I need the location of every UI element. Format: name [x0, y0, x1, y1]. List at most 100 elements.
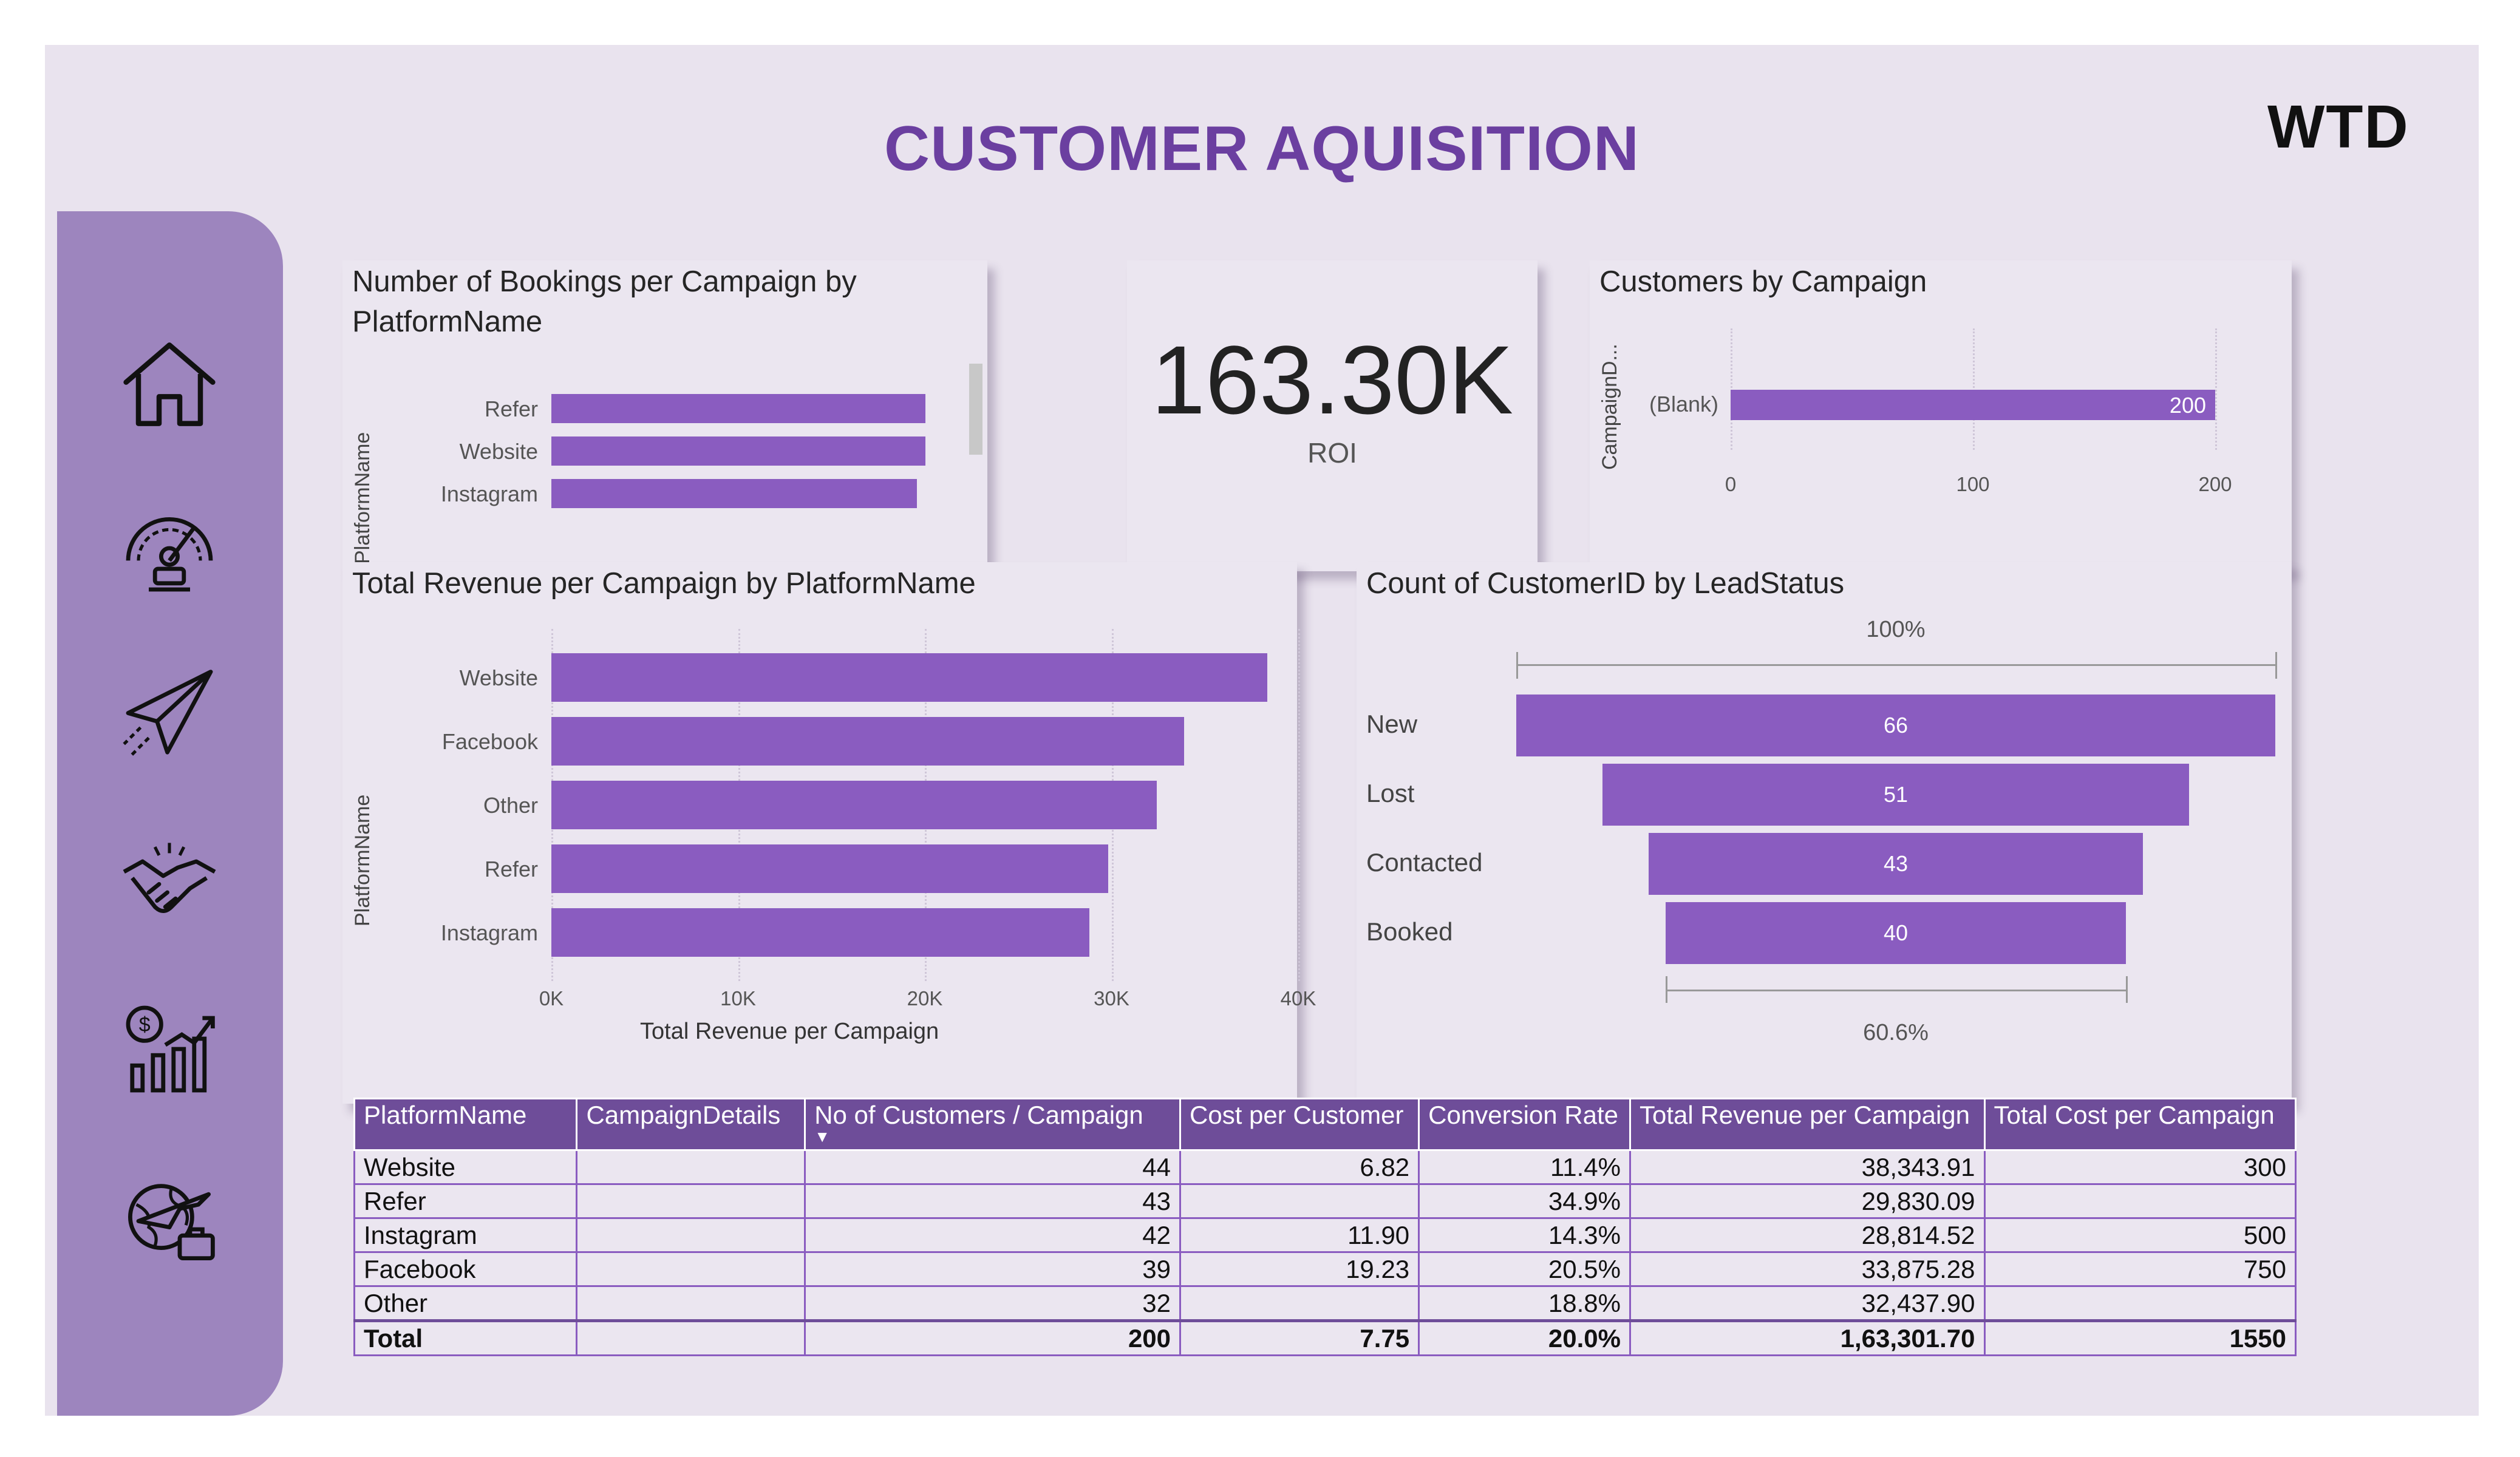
plot-area: 100% New 66 Lost 51 Contacted 43 Booked 40 60.6% — [1357, 562, 2292, 1104]
table-cell: 34.9% — [1418, 1183, 1631, 1219]
chart-title: Total Revenue per Campaign by PlatformNa… — [352, 567, 976, 600]
nav-partners-button[interactable] — [112, 824, 227, 940]
table-cell — [576, 1285, 806, 1322]
category-label: (Blank) — [1649, 392, 1718, 416]
x-tick-label: 100 — [1956, 473, 1990, 495]
nav-dashboard-button[interactable] — [112, 491, 227, 606]
table-cell: 18.8% — [1418, 1285, 1631, 1322]
bar — [551, 781, 1157, 829]
top-bracket — [1516, 664, 2275, 666]
category-label: Instagram — [440, 920, 538, 945]
report-canvas: CUSTOMER AQUISITION WTD — [45, 45, 2479, 1416]
table-cell: Website — [353, 1149, 578, 1185]
nav-finance-button[interactable]: $ — [112, 991, 227, 1107]
top-bracket-left — [1516, 652, 1518, 679]
table-cell: 300 — [1983, 1149, 2297, 1185]
data-label: 40 — [1883, 920, 1909, 945]
plot-area: 0 100 200 (Blank) 200 — [1590, 260, 2292, 571]
customers-chart-card[interactable]: Customers by Campaign CampaignD... 0 100 2… — [1590, 260, 2292, 571]
category-label: Booked — [1366, 917, 1453, 946]
category-label: Refer — [484, 857, 538, 881]
table-row[interactable]: Refer 43 34.9% 29,830.09 — [353, 1183, 2297, 1219]
page-title: CUSTOMER AQUISITION — [884, 114, 1640, 184]
table-cell: 14.3% — [1418, 1217, 1631, 1253]
table-total-row[interactable]: Total 200 7.75 20.0% 1,63,301.70 1550 — [353, 1319, 2297, 1356]
data-label: 51 — [1883, 782, 1909, 807]
table-cell: 28,814.52 — [1629, 1217, 1986, 1253]
table-cell — [576, 1251, 806, 1287]
gridline — [1298, 629, 1300, 981]
table-cell — [576, 1217, 806, 1253]
x-tick-label: 200 — [2198, 473, 2232, 495]
nav-travel-button[interactable] — [112, 1161, 227, 1277]
campaign-table: PlatformName CampaignDetails No of Custo… — [353, 1098, 2297, 1356]
table-cell: 38,343.91 — [1629, 1149, 1986, 1185]
bottom-bracket-left — [1666, 976, 1668, 1003]
table-cell: Instagram — [353, 1217, 578, 1253]
col-customers-per-campaign-label: No of Customers / Campaign — [814, 1101, 1143, 1129]
table-row[interactable]: Instagram 42 11.90 14.3% 28,814.52 500 — [353, 1217, 2297, 1253]
table-row[interactable]: Other 32 18.8% 32,437.90 — [353, 1285, 2297, 1322]
chart-title: Customers by Campaign — [1599, 265, 1927, 298]
chart-title: Count of CustomerID by LeadStatus — [1366, 567, 1845, 600]
chart-scrollbar[interactable] — [969, 364, 982, 455]
table-cell — [1179, 1285, 1420, 1322]
category-label: Instagram — [440, 481, 538, 506]
table-cell: Other — [353, 1285, 578, 1322]
category-label: Facebook — [441, 729, 538, 754]
table-cell — [1983, 1285, 2297, 1322]
col-total-cost[interactable]: Total Cost per Campaign — [1983, 1098, 2297, 1151]
x-tick-label: 0K — [539, 987, 564, 1010]
table-cell: 11.90 — [1179, 1217, 1420, 1253]
plot-area: Refer Website Instagram — [342, 260, 987, 571]
table-row[interactable]: Facebook 39 19.23 20.5% 33,875.28 750 — [353, 1251, 2297, 1287]
col-campaigndetails[interactable]: CampaignDetails — [576, 1098, 806, 1151]
funnel-bar — [1516, 695, 2275, 756]
bookings-chart-card[interactable]: Number of Bookings per Campaign by Platfo… — [342, 260, 987, 571]
gridline — [1973, 328, 1975, 450]
bar — [551, 844, 1109, 893]
x-tick-label: 40K — [1280, 987, 1316, 1010]
data-label: 43 — [1883, 851, 1909, 876]
svg-text:$: $ — [139, 1013, 151, 1036]
table-cell: 750 — [1983, 1251, 2297, 1287]
table-cell: 32,437.90 — [1629, 1285, 1986, 1322]
x-tick-label: 30K — [1094, 987, 1129, 1010]
table-cell: 11.4% — [1418, 1149, 1631, 1185]
table-cell — [1179, 1183, 1420, 1219]
table-cell: 1550 — [1983, 1319, 2297, 1356]
table-cell: 43 — [804, 1183, 1182, 1219]
top-percent-label: 100% — [1866, 617, 1926, 642]
revenue-chart-card[interactable]: Total Revenue per Campaign by PlatformNa… — [342, 562, 1316, 1104]
x-tick-label: 0 — [1725, 473, 1737, 495]
table-row[interactable]: Website 44 6.82 11.4% 38,343.91 300 — [353, 1149, 2297, 1185]
col-platformname[interactable]: PlatformName — [353, 1098, 578, 1151]
roi-kpi-card[interactable]: 163.30K ROI — [1127, 260, 1538, 571]
bottom-percent-label: 60.6% — [1863, 1020, 1929, 1045]
col-total-revenue[interactable]: Total Revenue per Campaign — [1629, 1098, 1986, 1151]
col-conversion-rate[interactable]: Conversion Rate — [1418, 1098, 1631, 1151]
sort-desc-icon: ▼ — [814, 1127, 830, 1146]
table-cell — [576, 1149, 806, 1185]
gridline — [1731, 328, 1732, 450]
table-cell: 20.0% — [1418, 1319, 1631, 1356]
table-cell: 20.5% — [1418, 1251, 1631, 1287]
brand-logo: WTD — [2267, 93, 2409, 161]
table-cell — [576, 1183, 806, 1219]
table-cell: 6.82 — [1179, 1149, 1420, 1185]
table-cell: 29,830.09 — [1629, 1183, 1986, 1219]
col-cost-per-customer[interactable]: Cost per Customer — [1179, 1098, 1420, 1151]
financial-growth-icon: $ — [126, 1005, 215, 1093]
funnel-bar — [1666, 902, 2126, 964]
table-cell: 1,63,301.70 — [1629, 1319, 1986, 1356]
category-label: Website — [459, 665, 538, 690]
category-label: Lost — [1366, 779, 1415, 807]
roi-label: ROI — [1307, 437, 1357, 469]
sidebar: $ — [57, 211, 283, 1416]
table-cell: 39 — [804, 1251, 1182, 1287]
nav-campaigns-button[interactable] — [112, 657, 227, 773]
bar — [551, 653, 1268, 702]
nav-home-button[interactable] — [112, 327, 227, 442]
leadstatus-funnel-card[interactable]: Count of CustomerID by LeadStatus 100% Ne… — [1357, 562, 2292, 1104]
col-customers-per-campaign[interactable]: No of Customers / Campaign ▼ — [804, 1098, 1182, 1151]
